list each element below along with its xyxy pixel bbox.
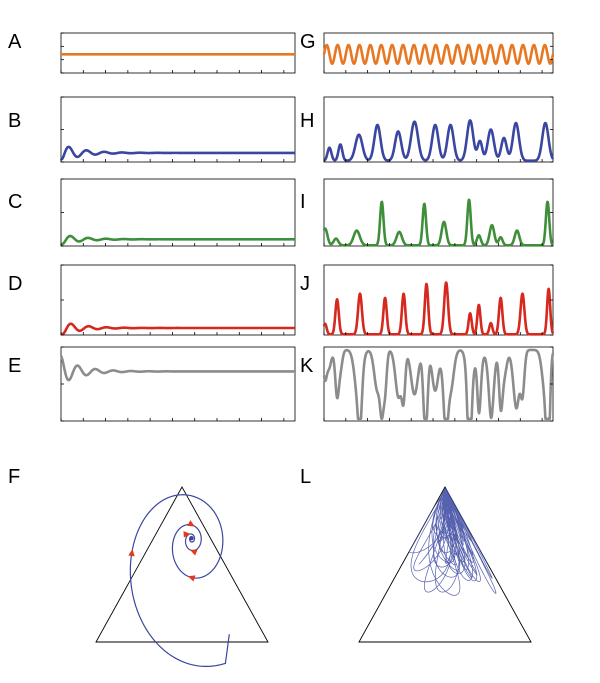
panel-g <box>322 32 555 74</box>
panel-label-k: K <box>300 355 314 377</box>
direction-arrow-f <box>187 520 195 527</box>
series-line-algae-i <box>322 198 554 247</box>
panel-d <box>60 264 296 336</box>
direction-arrow-f <box>189 549 198 556</box>
panel-label-c: C <box>8 191 22 213</box>
series-line-barnacles-b <box>60 145 296 161</box>
series-line-algae-c <box>60 234 296 246</box>
plot-frame-e <box>60 346 296 422</box>
panel-label-f: F <box>8 466 20 488</box>
panel-label-j: J <box>300 273 310 295</box>
trajectory-l <box>408 488 497 596</box>
panel-h <box>323 96 555 163</box>
ternary-triangle-f <box>95 486 269 643</box>
panel-i <box>322 178 554 247</box>
direction-arrow-f <box>187 575 196 582</box>
equilibrium-point-f <box>189 535 194 541</box>
ternary-l <box>358 486 532 643</box>
panel-label-l: L <box>300 466 311 488</box>
ternary-f <box>95 486 269 668</box>
panel-j <box>322 264 555 336</box>
ternary-plots <box>95 486 532 668</box>
series-line-barnacles-h <box>323 119 555 162</box>
panel-label-b: B <box>8 110 21 132</box>
panel-c <box>60 178 296 247</box>
panel-label-e: E <box>8 355 21 377</box>
series-line-rock-e <box>59 355 296 382</box>
trajectory-f <box>129 494 230 668</box>
panel-k <box>322 346 555 422</box>
direction-arrow-f <box>183 531 191 538</box>
panel-b <box>60 96 296 163</box>
panel-label-i: I <box>300 191 306 213</box>
series-line-mussels-j <box>322 281 555 336</box>
series-line-mussels-d <box>60 322 296 336</box>
time-series-panels <box>59 32 555 422</box>
panel-label-a: A <box>8 31 22 53</box>
series-line-temperature-g <box>322 43 555 65</box>
panel-label-h: H <box>300 110 314 132</box>
panel-e <box>59 346 296 422</box>
direction-arrow-f <box>128 549 135 557</box>
panel-label-g: G <box>300 31 316 53</box>
panel-a <box>60 32 296 74</box>
plot-frame-c <box>60 178 296 247</box>
plot-frame-d <box>60 264 296 336</box>
series-line-rock-k <box>322 348 555 421</box>
plot-frame-a <box>60 32 296 74</box>
panel-label-d: D <box>8 273 22 295</box>
